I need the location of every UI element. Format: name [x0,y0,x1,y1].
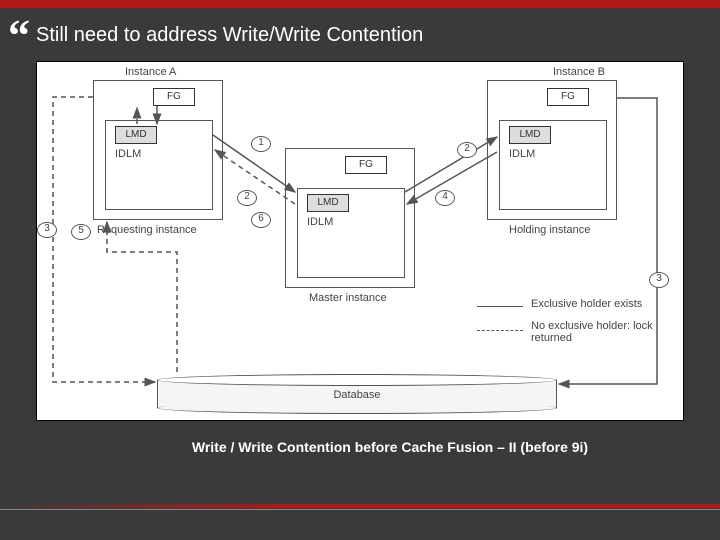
legend-solid-text: Exclusive holder exists [531,298,642,310]
legend-solid-line [477,306,523,307]
header: “ Still need to address Write/Write Cont… [0,8,720,53]
database-label: Database [157,389,557,401]
top-accent-bar [0,0,720,8]
slide-caption: Write / Write Contention before Cache Fu… [0,439,720,455]
bottom-line [0,509,720,510]
bottom-accent [0,504,720,508]
legend-dashed-line [477,330,523,331]
bullet-quote: “ [8,18,30,53]
legend-dashed-text: No exclusive holder: lock returned [531,320,661,344]
slide-title: Still need to address Write/Write Conten… [36,18,423,47]
database-cylinder: Database [157,374,557,414]
diagram: Instance A FG LMD IDLM Requesting instan… [37,62,683,420]
diagram-container: Instance A FG LMD IDLM Requesting instan… [36,61,684,421]
arrows-svg [37,62,683,420]
